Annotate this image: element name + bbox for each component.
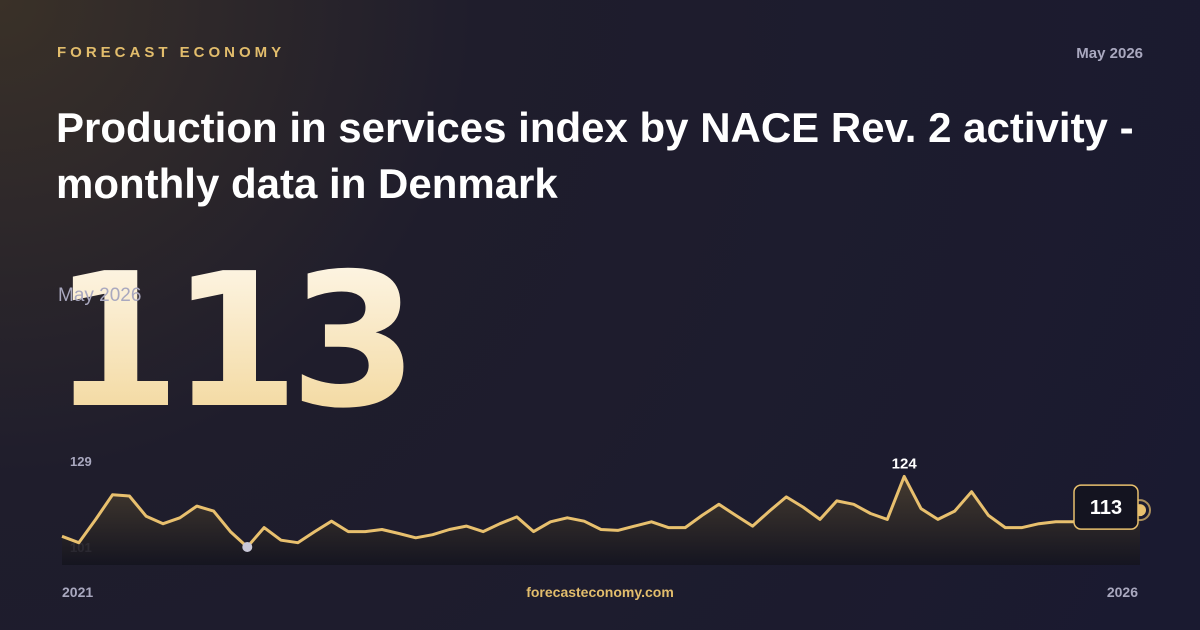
x-end-label: 2026 (1106, 584, 1138, 600)
title: Production in services index by NACE Rev… (56, 104, 1134, 207)
y-tick-label: 129 (70, 454, 92, 469)
site: forecasteconomy.com (526, 584, 674, 600)
date: May 2026 (1076, 45, 1143, 62)
x-start-label: 2021 (62, 584, 94, 600)
last-label-box (1073, 484, 1139, 530)
peak-label: 124 (892, 455, 918, 472)
latest-value: 113 (52, 233, 408, 449)
latest-date: May 2026 (58, 285, 141, 306)
last-label: 113 (1090, 497, 1122, 519)
area (62, 476, 1140, 565)
min-point (242, 542, 253, 552)
line (61, 474, 1141, 549)
brand: FORECAST ECONOMY (57, 44, 286, 61)
